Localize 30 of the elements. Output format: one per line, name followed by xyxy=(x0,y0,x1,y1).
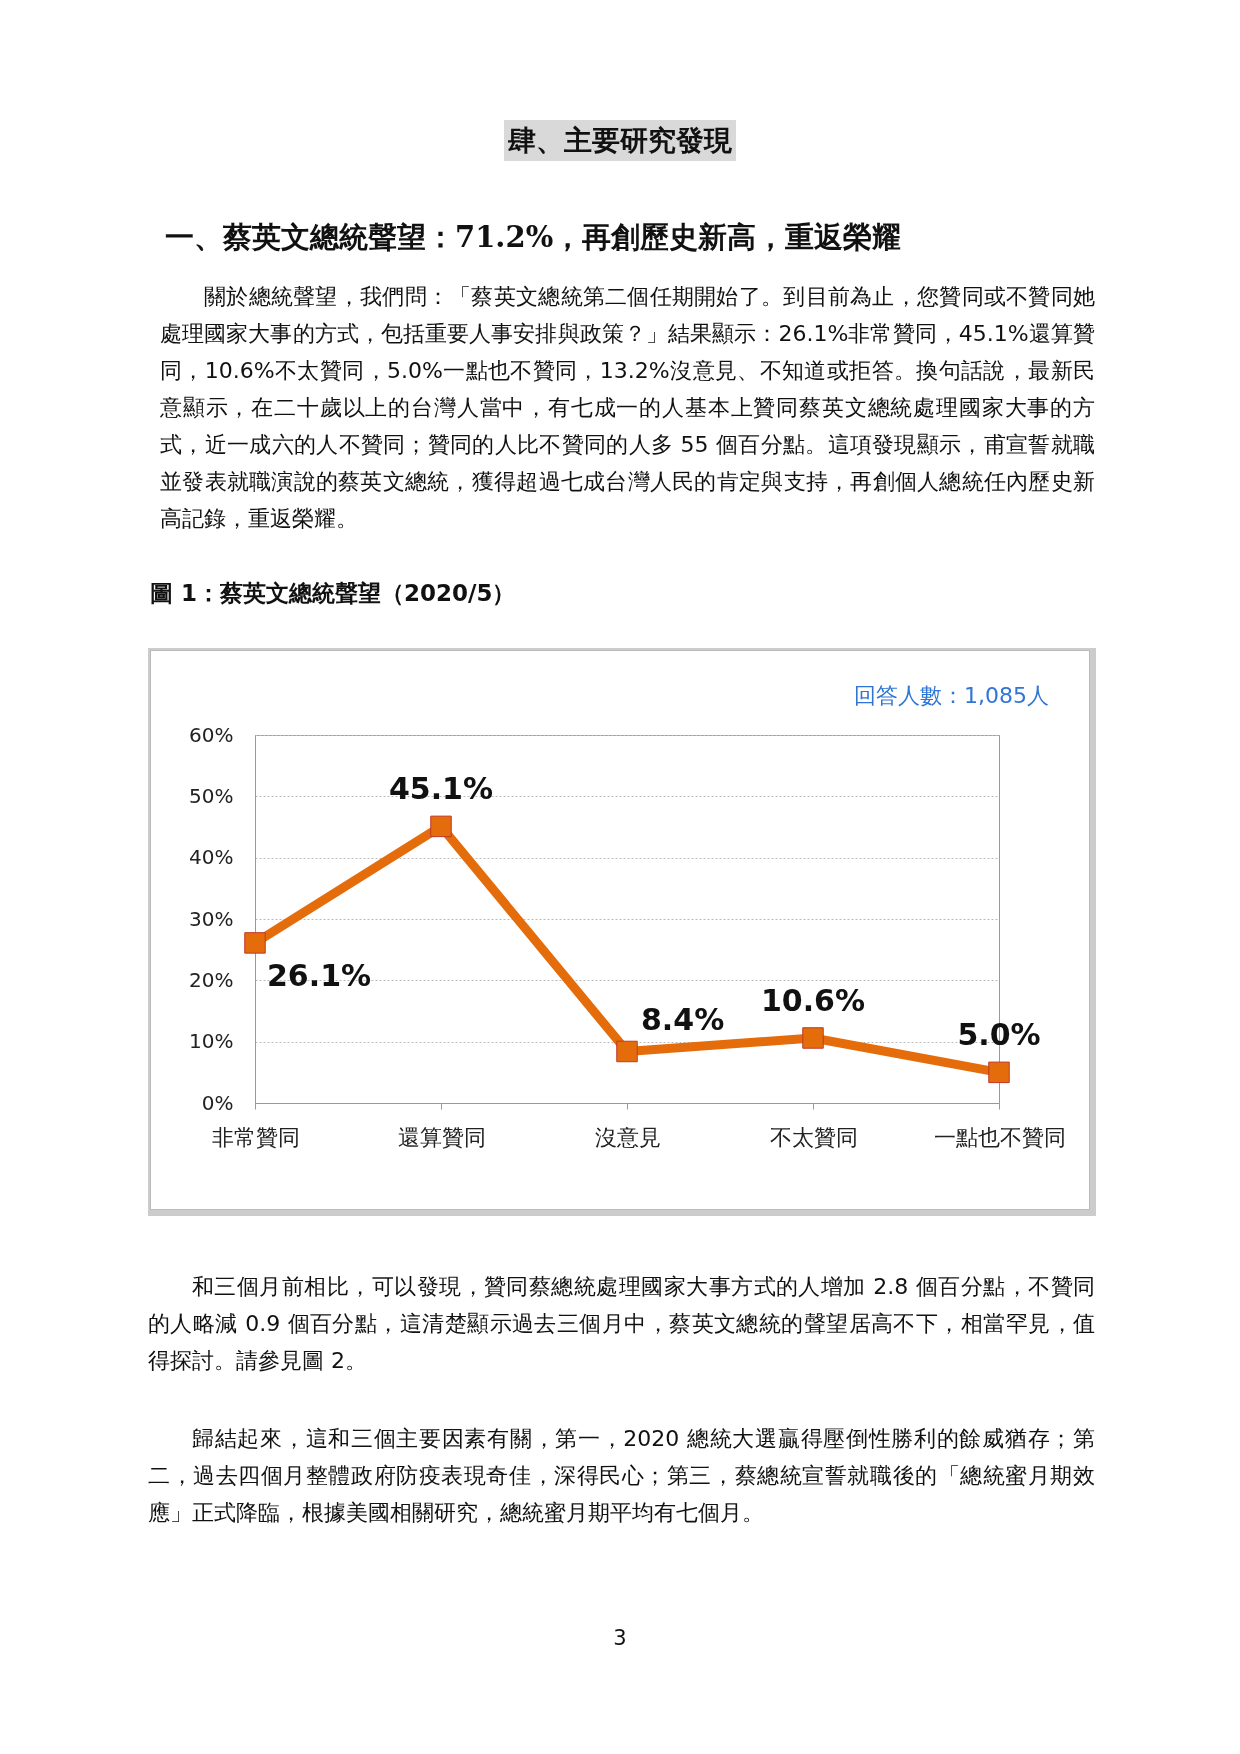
point xyxy=(244,932,266,954)
x-tick-label: 還算贊同 xyxy=(397,1124,486,1150)
point xyxy=(802,1027,824,1049)
x-tick-label: 一點也不贊同 xyxy=(933,1124,1066,1150)
point xyxy=(616,1040,638,1063)
y-tick-label: 40% xyxy=(189,845,234,870)
text: 一、蔡英文總統聲望：71.2%，再創歷史新高，重返榮耀 xyxy=(165,219,902,256)
text: 3 xyxy=(612,1626,628,1650)
chart-title: 圖 1：蔡英文總統聲望（2020/5） xyxy=(150,579,516,608)
point xyxy=(430,815,452,838)
y-tick-label: 30% xyxy=(189,906,234,931)
text: 歸結起來，這和三個主要因素有關，第一，2020 總統大選贏得壓倒性勝利的餘威猶存；第二，過去四個月整體政府防疫表現奇佳，深得民心；第三，蔡總統宣誓就職後的「總統蜜月期效應」正式降臨，根據美國相關研究，總統蜜月期平均有七個月。 xyxy=(148,1425,1095,1527)
y-tick-label: 60% xyxy=(189,722,234,747)
data-label: 5.0% xyxy=(957,1017,1041,1053)
text: 和三個月前相比，可以發現，贊同蔡總統處理國家大事方式的人增加 2.8 個百分點，不贊同的人略減 0.9 個百分點，這清楚顯示過去三個月中，蔡英文總統的聲望居高不下，相當罕見，值得探討。請參見圖 2。 xyxy=(148,1273,1095,1375)
point xyxy=(988,1061,1010,1084)
text: 肆、主要研究發現 xyxy=(504,120,736,161)
data-label: 10.6% xyxy=(760,982,866,1018)
y-tick-label: 20% xyxy=(189,967,234,992)
y-tick-label: 0% xyxy=(201,1090,234,1115)
y-tick-label: 10% xyxy=(189,1029,234,1054)
data-label: 45.1% xyxy=(388,771,494,807)
x-tick-label: 非常贊同 xyxy=(211,1124,300,1150)
x-tick-label: 沒意見 xyxy=(594,1124,661,1150)
data-label: 26.1% xyxy=(267,957,372,993)
text: 回答人數：1,085人 xyxy=(854,682,1049,710)
text: 關於總統聲望，我們問：「蔡英文總統第二個任期開始了。到目前為止，您贊同或不贊同她處理國家大事的方式，包括重要人事安排與政策？」結果顯示：26.1%非常贊同，45.1%還算贊同，10.6%不太贊同，5.0%一點也不贊同，13.2%沒意見、不知道或拒答。換句話說，最新民意顯示，在二十歲以上的台灣人當中，有七成一的人基本上贊同蔡英文總統處理國家大事的方式，近一成六的人不贊同；贊同的人比不贊同的人多 55 個百分點。這項發現顯示，甫宣誓就職並發表就職演說的蔡英文總統，獲得超過七成台灣人民的肯定與支持，再創個人總統任內歷史新高記錄，重返榮耀。 xyxy=(160,283,1095,533)
data-label: 8.4% xyxy=(641,1002,725,1038)
x-tick-label: 不太贊同 xyxy=(769,1124,858,1150)
y-tick-label: 50% xyxy=(189,783,234,808)
